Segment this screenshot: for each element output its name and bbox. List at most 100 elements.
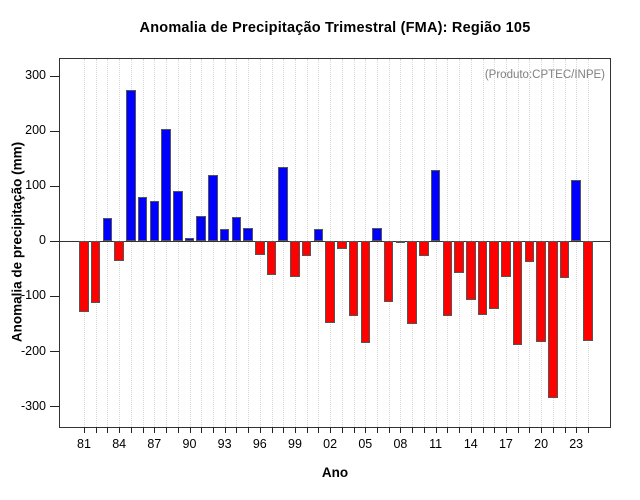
x-axis-tick bbox=[95, 428, 97, 433]
bar-2015 bbox=[477, 240, 488, 315]
x-axis-tick bbox=[212, 428, 214, 433]
bar-1998 bbox=[278, 167, 288, 241]
x-axis-tick bbox=[107, 428, 109, 433]
x-axis-tick bbox=[400, 428, 402, 433]
zero-line bbox=[60, 241, 610, 242]
x-tick-label: 14 bbox=[463, 437, 478, 451]
y-axis-tick bbox=[50, 351, 59, 352]
bar-2002 bbox=[325, 240, 335, 324]
x-axis-tick bbox=[423, 428, 425, 433]
y-tick-label: 0 bbox=[39, 233, 46, 248]
bar-2022 bbox=[559, 240, 570, 279]
gridline bbox=[154, 59, 156, 427]
x-tick-label: 05 bbox=[358, 437, 373, 451]
bar-2010 bbox=[419, 240, 429, 256]
bar-1987 bbox=[149, 201, 160, 241]
gridline bbox=[201, 59, 203, 427]
x-axis-tick bbox=[189, 428, 191, 433]
x-tick-label: 17 bbox=[498, 437, 513, 451]
x-tick-label: 99 bbox=[288, 437, 302, 451]
bar-1995 bbox=[243, 227, 253, 241]
x-axis-tick bbox=[318, 428, 320, 433]
bar-1982 bbox=[90, 240, 101, 304]
bar-1999 bbox=[290, 240, 300, 277]
x-axis-tick bbox=[271, 428, 273, 433]
gridline bbox=[248, 59, 250, 427]
bar-2016 bbox=[489, 240, 499, 309]
gridline bbox=[435, 59, 437, 427]
x-tick-label: 02 bbox=[323, 437, 338, 451]
x-tick-label: 90 bbox=[182, 437, 197, 451]
x-axis-tick bbox=[224, 428, 226, 433]
bar-1983 bbox=[102, 217, 113, 241]
bar-2011 bbox=[430, 170, 441, 241]
x-axis-tick bbox=[494, 428, 496, 433]
bar-2012 bbox=[442, 240, 453, 317]
bar-1989 bbox=[173, 191, 183, 241]
x-axis-tick bbox=[84, 428, 85, 433]
bar-1997 bbox=[266, 240, 277, 275]
x-tick-label: 08 bbox=[393, 437, 408, 451]
annotation-produto: (Produto:CPTEC/INPE) bbox=[484, 69, 605, 81]
chart-title: Anomalia de Precipitação Trimestral (FMA… bbox=[139, 20, 531, 36]
bar-2019 bbox=[524, 240, 535, 262]
gridline bbox=[142, 59, 144, 427]
gridline bbox=[189, 59, 191, 427]
x-axis-tick bbox=[576, 428, 578, 433]
gridline bbox=[212, 59, 214, 427]
x-axis-tick bbox=[119, 428, 121, 433]
bar-1990 bbox=[184, 238, 195, 241]
y-tick-label: -200 bbox=[20, 343, 46, 358]
gridline bbox=[236, 59, 238, 427]
y-axis-tick bbox=[50, 295, 59, 297]
bar-1992 bbox=[208, 175, 218, 241]
x-axis-tick bbox=[541, 428, 543, 433]
bar-1988 bbox=[161, 129, 171, 241]
gridline bbox=[166, 59, 167, 427]
x-tick-label: 81 bbox=[77, 437, 91, 451]
x-axis-tick bbox=[435, 428, 437, 433]
x-axis-tick bbox=[459, 428, 460, 433]
y-tick-label: 100 bbox=[25, 178, 46, 193]
y-axis-tick bbox=[50, 75, 59, 77]
bar-2001 bbox=[313, 229, 324, 241]
x-axis-tick bbox=[377, 428, 378, 433]
x-tick-label: 20 bbox=[534, 437, 549, 451]
x-axis-tick bbox=[330, 428, 332, 433]
y-tick-label: 200 bbox=[25, 123, 46, 138]
bar-2023 bbox=[571, 180, 581, 241]
x-axis-tick bbox=[388, 428, 390, 433]
gridline bbox=[224, 59, 226, 427]
bar-1984 bbox=[114, 240, 124, 262]
gridline bbox=[107, 59, 109, 427]
x-axis-tick bbox=[365, 428, 367, 433]
x-axis-tick bbox=[166, 428, 167, 433]
bar-2008 bbox=[395, 240, 406, 243]
gridline bbox=[177, 59, 179, 427]
x-tick-label: 11 bbox=[429, 437, 443, 451]
x-axis-tick bbox=[341, 428, 343, 433]
x-axis-tick bbox=[154, 428, 156, 433]
x-axis-tick bbox=[236, 428, 238, 433]
y-axis-tick bbox=[50, 406, 59, 408]
gridline bbox=[576, 59, 578, 427]
x-tick-label: 93 bbox=[217, 437, 232, 451]
gridline bbox=[377, 59, 378, 427]
gridline bbox=[318, 59, 320, 427]
y-tick-label: -100 bbox=[20, 288, 46, 303]
bar-1993 bbox=[219, 228, 230, 241]
y-tick-label: -300 bbox=[20, 398, 46, 413]
x-axis-tick bbox=[142, 428, 144, 433]
x-axis-tick bbox=[201, 428, 203, 433]
x-tick-label: 96 bbox=[252, 437, 267, 451]
y-axis-tick bbox=[50, 130, 59, 132]
bar-2024 bbox=[583, 240, 593, 342]
x-axis-tick bbox=[259, 428, 261, 433]
bar-2009 bbox=[407, 240, 417, 325]
bar-2007 bbox=[383, 240, 394, 303]
x-axis-title: Ano bbox=[321, 465, 349, 480]
bar-2005 bbox=[360, 240, 371, 344]
x-axis-tick bbox=[588, 428, 589, 433]
bar-1985 bbox=[126, 90, 136, 241]
bar-2017 bbox=[501, 240, 511, 278]
